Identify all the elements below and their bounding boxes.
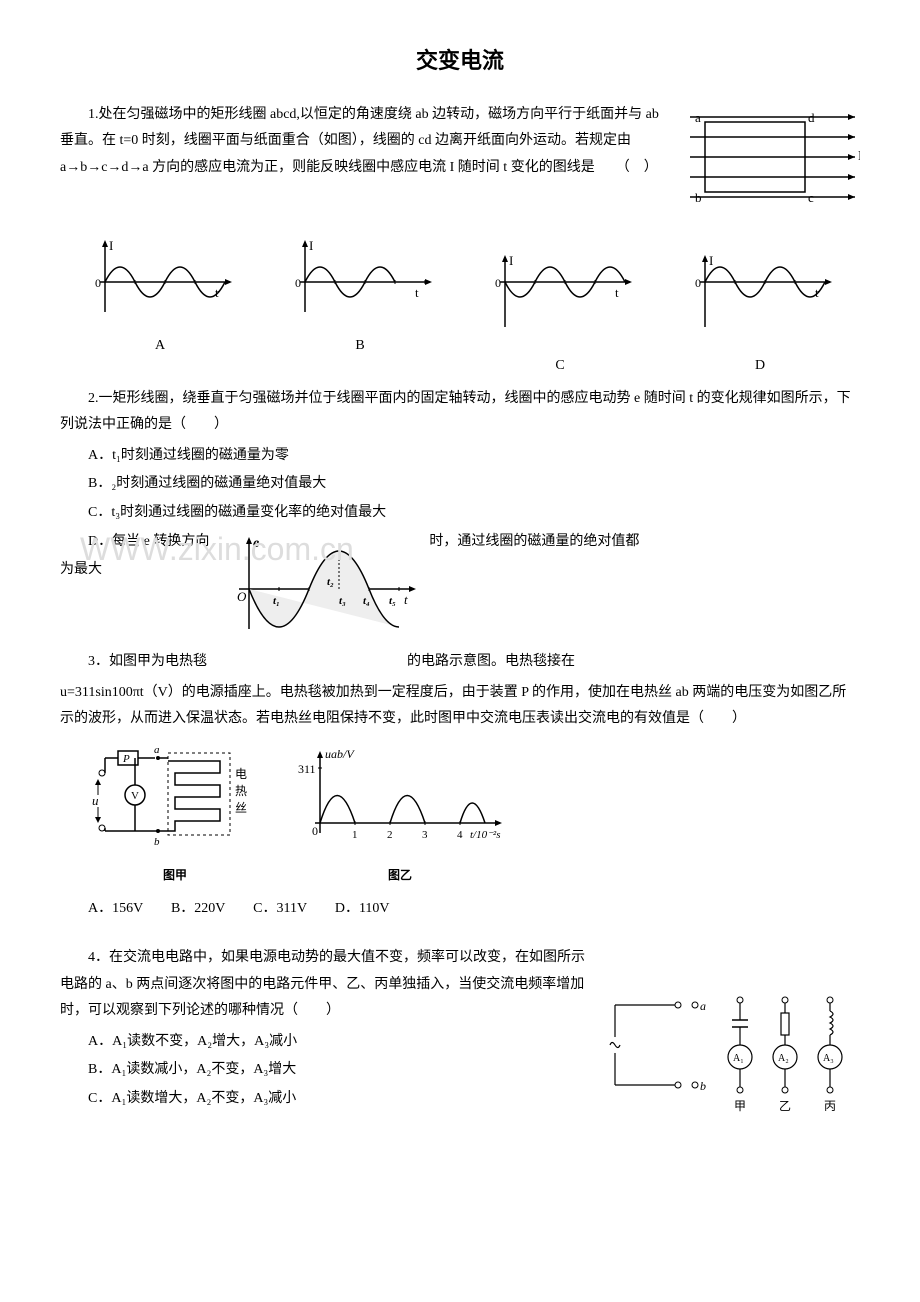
svg-text:t₅: t₅ (389, 595, 396, 607)
q4-circuit: a b A₁ 甲 A₂ (600, 985, 860, 1146)
svg-text:1: 1 (352, 829, 358, 841)
svg-text:t: t (615, 285, 619, 300)
svg-text:A₃: A₃ (823, 1053, 834, 1064)
page-title: 交变电流 (60, 40, 860, 82)
q2-opt-D3: 为最大 (60, 557, 209, 584)
svg-text:热: 热 (235, 784, 247, 798)
chart-label-D: D (685, 353, 835, 380)
svg-text:3: 3 (422, 829, 428, 841)
svg-text:V: V (131, 790, 139, 802)
chart-A: I 0 t A (85, 232, 235, 379)
q2-opt-A: A．t₁时刻通过线圈的磁通量为零 (60, 443, 860, 470)
svg-text:b: b (700, 1079, 706, 1093)
svg-text:0: 0 (495, 276, 501, 290)
svg-text:t₁: t₁ (273, 595, 280, 607)
svg-text:丝: 丝 (235, 801, 247, 815)
svg-text:t: t (404, 592, 408, 607)
svg-text:甲: 甲 (734, 1099, 746, 1113)
q2-chart: e O t t₁ t₂ t₃ t₄ t₅ (219, 529, 419, 650)
label-B: B (858, 149, 860, 164)
svg-text:0: 0 (312, 824, 318, 838)
caption-yi: 图乙 (290, 864, 510, 887)
chart-D: I 0 t D (685, 252, 835, 379)
svg-text:a: a (154, 744, 160, 756)
svg-text:311: 311 (298, 762, 316, 776)
svg-text:a: a (700, 999, 706, 1013)
svg-text:2: 2 (387, 829, 393, 841)
svg-text:4: 4 (457, 829, 463, 841)
q3-waveform: uab/V 311 0 1 2 3 4 t/10⁻²s 图乙 (290, 743, 510, 886)
svg-text:I: I (109, 238, 113, 253)
q1-charts: I 0 t A I 0 t B (60, 232, 860, 379)
q4-block: a b A₁ 甲 A₂ (60, 945, 860, 1146)
svg-text:t: t (415, 285, 419, 300)
q2-opt-B: B．₂时刻通过线圈的磁通量绝对值最大 (60, 471, 860, 498)
chart-label-A: A (85, 333, 235, 360)
svg-text:乙: 乙 (779, 1099, 791, 1113)
svg-text:u: u (92, 793, 99, 808)
svg-text:电: 电 (235, 767, 247, 781)
chart-B: I 0 t B (285, 232, 435, 379)
svg-text:e: e (253, 536, 259, 551)
svg-text:0: 0 (95, 276, 101, 290)
svg-text:t₄: t₄ (363, 595, 370, 607)
svg-text:t/10⁻²s: t/10⁻²s (470, 829, 501, 841)
q1-diagram: B a d b c (680, 102, 860, 223)
q3-text1: 3．如图甲为电热毯 (60, 649, 207, 676)
svg-text:I: I (709, 253, 713, 268)
q2-opt-D1: D．每当 e 转换方向 (60, 529, 209, 556)
svg-text:t₃: t₃ (339, 595, 346, 607)
label-a: a (695, 110, 701, 125)
chart-C: I 0 t C (485, 252, 635, 379)
svg-text:丙: 丙 (824, 1099, 836, 1113)
q3-circuit: u P a 电 热 丝 b (90, 743, 260, 886)
q2-opt-D2: 时，通过线圈的磁通量的绝对值都 (429, 529, 860, 556)
svg-text:I: I (309, 238, 313, 253)
q3-options: A．156V B．220V C．311V D．110V (60, 896, 860, 923)
label-d: d (808, 110, 815, 125)
q2-opt-C: C．t₃时刻通过线圈的磁通量变化率的绝对值最大 (60, 500, 860, 527)
svg-text:0: 0 (295, 276, 301, 290)
svg-text:uab/V: uab/V (325, 747, 355, 761)
chart-label-C: C (485, 353, 635, 380)
caption-jia: 图甲 (90, 864, 260, 887)
svg-text:A₂: A₂ (778, 1053, 789, 1064)
svg-text:P: P (122, 753, 130, 765)
q3-text2: 的电路示意图。电热毯接在 (407, 649, 575, 680)
svg-text:b: b (154, 836, 160, 848)
q3-text3: u=311sin100πt（V）的电源插座上。电热毯被加热到一定程度后，由于装置… (60, 680, 860, 733)
svg-text:t₂: t₂ (327, 576, 334, 588)
label-c: c (808, 190, 814, 205)
svg-text:I: I (509, 253, 513, 268)
q1-block: B a d b c 1.处在匀强磁场中的矩形线圈 abcd,以恒定的角速度绕 a… (60, 102, 860, 223)
svg-text:O: O (237, 589, 247, 604)
svg-text:A₁: A₁ (733, 1053, 744, 1064)
q2-text: 2.一矩形线圈，绕垂直于匀强磁场并位于线圈平面内的固定轴转动，线圈中的感应电动势… (60, 386, 860, 439)
chart-label-B: B (285, 333, 435, 360)
label-b: b (695, 190, 702, 205)
svg-text:0: 0 (695, 276, 701, 290)
